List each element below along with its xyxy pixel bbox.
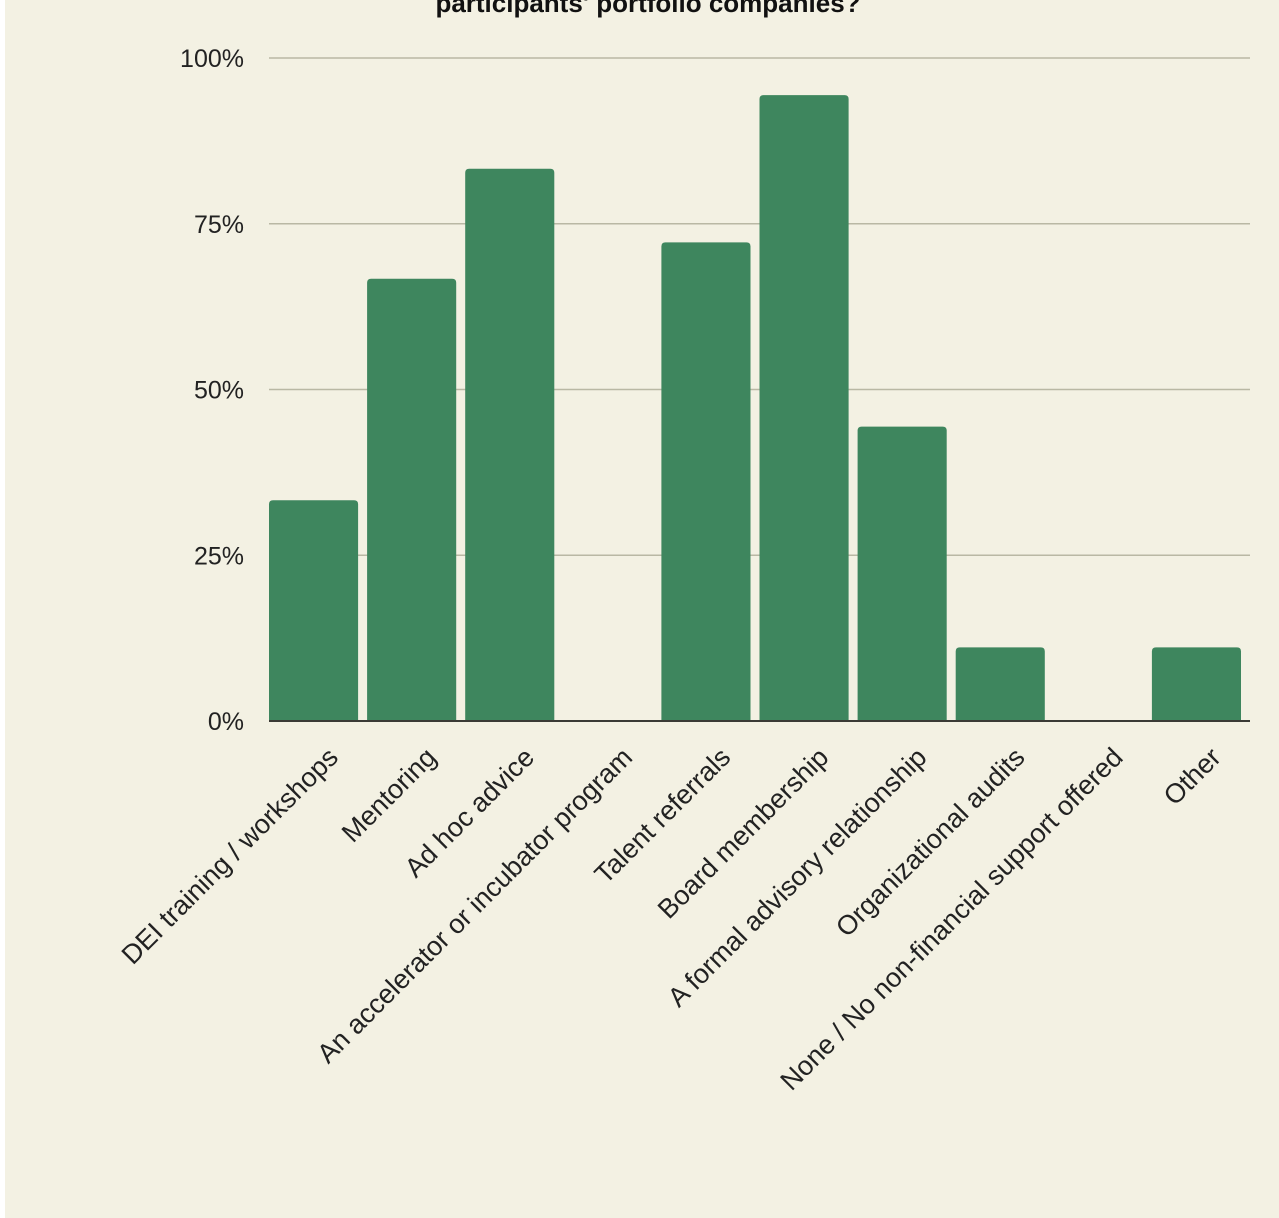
y-tick-label: 0% bbox=[208, 708, 244, 736]
x-tick-label: Organizational audits bbox=[830, 742, 1031, 943]
bar-7 bbox=[955, 647, 1045, 721]
x-tick-label: Mentoring bbox=[336, 742, 442, 848]
bar-4 bbox=[661, 242, 751, 721]
x-tick-label: Other bbox=[1158, 742, 1227, 811]
y-axis-ticks: 0% 25% 50% 75% 100% bbox=[180, 45, 244, 736]
bar-5 bbox=[759, 95, 849, 722]
chart-background bbox=[5, 0, 1279, 1218]
x-tick-label: DEI training / workshops bbox=[116, 742, 344, 970]
bars bbox=[269, 95, 1241, 722]
bar-1 bbox=[367, 278, 457, 721]
bar-9 bbox=[1151, 647, 1241, 721]
y-tick-label: 75% bbox=[194, 211, 244, 239]
bar-6 bbox=[857, 426, 947, 721]
y-tick-label: 50% bbox=[194, 377, 244, 405]
x-tick-label: Board membership bbox=[652, 742, 835, 925]
y-tick-label: 100% bbox=[180, 45, 244, 73]
bar-2 bbox=[465, 168, 555, 721]
y-tick-label: 25% bbox=[194, 542, 244, 570]
x-tick-label: None / No non-financial support offered bbox=[775, 742, 1129, 1096]
chart-title: participants' portfolio companies? bbox=[435, 0, 860, 18]
bar-0 bbox=[269, 500, 359, 721]
